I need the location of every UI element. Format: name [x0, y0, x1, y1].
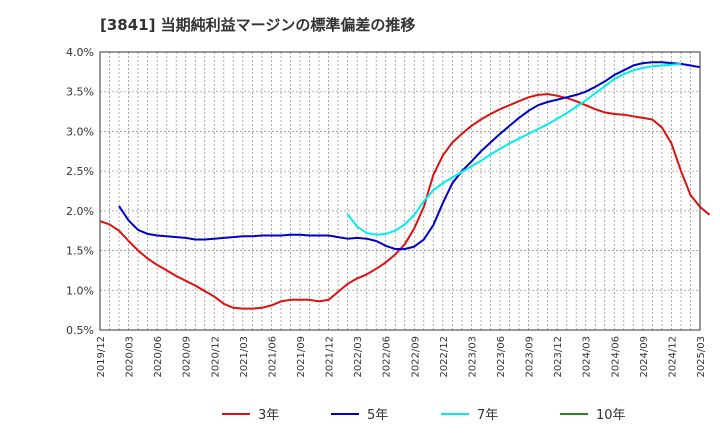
legend-label-3: 7年	[477, 408, 498, 423]
y-tick-label: 2.5%	[66, 165, 94, 178]
x-axis: 2019/12 2020/03 2020/06 2020/09 2020/12 2021/…	[96, 336, 707, 378]
legend-label-4: 10年	[596, 408, 626, 423]
x-tick-label: 2020/06	[153, 336, 164, 378]
x-tick-label: 2023/03	[467, 336, 478, 378]
grid-layer	[99, 51, 701, 331]
x-tick-label: 2024/03	[582, 336, 593, 378]
y-tick-label: 3.0%	[66, 125, 94, 138]
x-tick-label: 2023/12	[553, 336, 564, 378]
y-tick-label: 3.5%	[66, 86, 94, 99]
x-tick-label: 2021/12	[325, 336, 336, 378]
x-tick-label: 2022/12	[439, 336, 450, 378]
y-tick-label: 1.0%	[66, 284, 94, 297]
series-layer	[99, 61, 711, 310]
x-tick-label: 2022/09	[410, 336, 421, 378]
x-tick-label: 2023/09	[525, 336, 536, 378]
y-tick-label: 4.0%	[66, 46, 94, 59]
x-tick-label: 2020/03	[125, 336, 136, 378]
series-line-2	[118, 61, 701, 250]
legend-label-1: 3年	[258, 408, 279, 423]
x-tick-label: 2023/06	[496, 336, 507, 378]
x-tick-label: 2022/03	[353, 336, 364, 378]
legend-label-2: 5年	[367, 408, 388, 423]
series-line-1	[99, 93, 711, 310]
x-tick-label: 2020/09	[182, 336, 193, 378]
y-tick-label: 2.0%	[66, 205, 94, 218]
x-tick-label: 2022/06	[382, 336, 393, 378]
y-tick-label: 0.5%	[66, 324, 94, 337]
x-tick-label: 2025/03	[696, 336, 707, 378]
x-tick-label: 2024/06	[610, 336, 621, 378]
x-tick-label: 2020/12	[210, 336, 221, 378]
x-tick-label: 2021/03	[239, 336, 250, 378]
y-axis: 0.5% 1.0% 1.5% 2.0% 2.5% 3.0% 3.5% 4.0%	[66, 46, 94, 337]
chart-title: [3841] 当期純利益マージンの標準偏差の推移	[100, 16, 416, 34]
x-tick-label: 2021/06	[267, 336, 278, 378]
plot-frame	[99, 51, 701, 331]
y-tick-label: 1.5%	[66, 245, 94, 258]
x-tick-label: 2024/09	[639, 336, 650, 378]
series-line-3	[346, 62, 682, 236]
x-tick-label: 2021/09	[296, 336, 307, 378]
legend: 3年 5年 7年 10年	[222, 408, 626, 423]
x-tick-label: 2019/12	[96, 336, 107, 378]
x-tick-label: 2024/12	[667, 336, 678, 378]
